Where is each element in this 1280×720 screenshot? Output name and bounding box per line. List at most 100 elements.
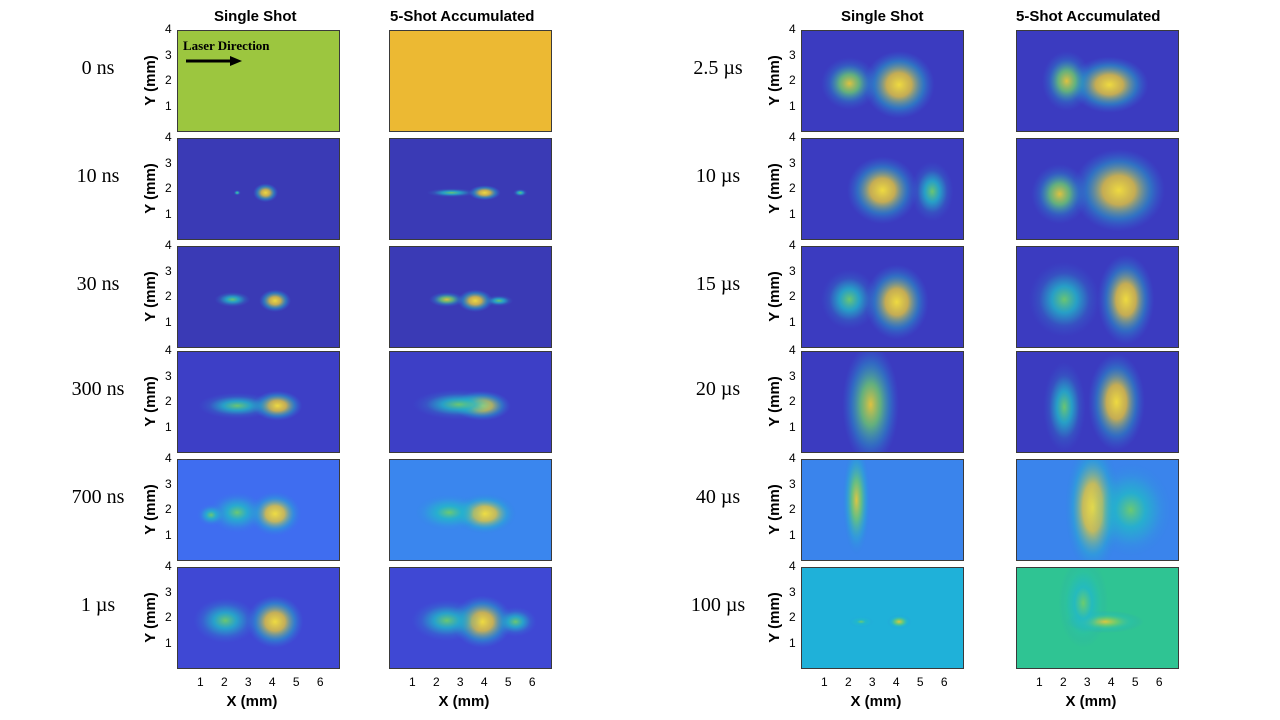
left-single-panel-2-svg — [178, 247, 339, 347]
left-time-label-0: 0 ns — [81, 57, 115, 79]
left-row-3-ytick: 3 — [165, 368, 172, 383]
left-single-xtick: 3 — [244, 675, 252, 689]
left-single-panel-2-background — [178, 247, 339, 347]
left-row-4-ytick: 2 — [165, 502, 172, 516]
laser-direction-label: Laser Direction — [183, 38, 270, 53]
right-accum-panel-5 — [1016, 567, 1179, 669]
left-accum-panel-2-plume-blob — [457, 289, 493, 312]
right-row-2-ytick: 2 — [789, 289, 796, 303]
right-single-panel-4-background — [802, 460, 963, 560]
left-accum-panel-3-svg — [390, 352, 551, 452]
right-row-5-ylabel: Y (mm) — [765, 592, 783, 643]
right-row-0-ytick: 3 — [789, 47, 796, 62]
right-row-0-ytick: 4 — [789, 22, 796, 36]
left-row-5-ytick: 4 — [165, 559, 172, 573]
left-accum-panel-3-plume-blob — [412, 389, 505, 420]
left-single-xlabel: X (mm) — [226, 693, 278, 710]
left-single-panel-1 — [177, 138, 340, 240]
left-single-panel-3-plume-blob — [198, 392, 277, 419]
right-accum-panel-5-plume-blob — [1058, 568, 1109, 648]
right-row-1-ytick: 3 — [789, 155, 796, 170]
left-row-0-ytick: 1 — [165, 98, 172, 113]
left-single-xtick: 2 — [220, 675, 228, 689]
left-row-1-ytick: 1 — [165, 206, 172, 221]
right-single-panel-5-svg — [802, 568, 963, 668]
left-single-panel-5-plume-blob — [193, 598, 258, 643]
right-accum-xtick: 1 — [1035, 675, 1043, 689]
left-accum-panel-2-svg — [390, 247, 551, 347]
right-single-panel-5-plume-blob — [886, 614, 912, 630]
left-row-3-ytick: 2 — [165, 394, 172, 408]
right-single-panel-3-svg — [802, 352, 963, 452]
left-accum-xtick: 1 — [408, 675, 416, 689]
right-row-1-ytick: 4 — [789, 130, 796, 144]
left-accum-xtick: 3 — [456, 675, 464, 689]
left-time-label-4: 700 ns — [71, 486, 125, 508]
right-accum-panel-4 — [1016, 459, 1179, 561]
left-single-panel-4-svg — [178, 460, 339, 560]
right-single-panel-2-plume-blob — [820, 269, 878, 330]
left-accum-panel-1-plume-blob — [426, 188, 477, 198]
left-accum-panel-4 — [389, 459, 552, 561]
right-single-xtick: 1 — [820, 675, 828, 689]
right-row-3-ytick: 3 — [789, 368, 796, 383]
right-row-2-ytick: 1 — [789, 314, 796, 329]
right-time-label-5: 100 µs — [690, 594, 746, 616]
left-row-3-ylabel: Y (mm) — [141, 376, 159, 427]
right-row-2-ytick: 3 — [789, 263, 796, 278]
left-row-5-ytick: 1 — [165, 635, 172, 650]
right-single-panel-1-plume-blob — [846, 156, 919, 224]
right-accum-panel-2-plume-blob — [1097, 254, 1155, 345]
left-single-xtick: 1 — [196, 675, 204, 689]
right-single-panel-1 — [801, 138, 964, 240]
right-accum-panel-4-svg — [1017, 460, 1178, 560]
right-accum-xtick: 6 — [1155, 675, 1163, 689]
right-row-0-ylabel: Y (mm) — [765, 55, 783, 106]
right-accum-panel-1-svg — [1017, 139, 1178, 239]
left-single-panel-0-svg — [178, 31, 339, 131]
left-accumulated-title: 5-Shot Accumulated — [390, 8, 535, 25]
left-row-2-ytick: 1 — [165, 314, 172, 329]
right-row-3-ylabel: Y (mm) — [765, 376, 783, 427]
left-single-panel-2-plume-blob — [259, 289, 292, 312]
right-single-panel-0-plume-blob — [820, 57, 878, 110]
right-accum-panel-1 — [1016, 138, 1179, 240]
right-single-panel-5-plume-blob — [848, 616, 874, 628]
right-accum-panel-3-svg — [1017, 352, 1178, 452]
left-single-shot-title: Single Shot — [214, 8, 297, 25]
left-row-0-ytick: 4 — [165, 22, 172, 36]
left-row-2-ytick: 3 — [165, 263, 172, 278]
right-row-5-ytick: 3 — [789, 584, 796, 599]
left-row-2-ytick: 4 — [165, 238, 172, 252]
right-row-0-ytick: 2 — [789, 73, 796, 87]
left-single-xtick: 6 — [316, 675, 324, 689]
left-single-panel-4 — [177, 459, 340, 561]
right-row-4-ytick: 2 — [789, 502, 796, 516]
left-single-panel-2 — [177, 246, 340, 348]
right-row-2-ylabel: Y (mm) — [765, 271, 783, 322]
left-row-1-ytick: 4 — [165, 130, 172, 144]
right-time-label-2: 15 µs — [695, 273, 741, 295]
left-single-panel-5-plume-blob — [246, 595, 304, 648]
left-row-0-ytick: 2 — [165, 73, 172, 87]
right-single-xtick: 6 — [940, 675, 948, 689]
right-accum-panel-1-plume-blob — [1072, 149, 1165, 232]
left-accum-panel-1-plume-blob — [468, 185, 501, 201]
right-row-3-ytick: 2 — [789, 394, 796, 408]
right-row-3-ytick: 4 — [789, 343, 796, 357]
left-accum-panel-5-svg — [390, 568, 551, 668]
right-accum-xlabel: X (mm) — [1065, 693, 1117, 710]
left-single-panel-0-background — [178, 31, 339, 131]
left-accum-xtick: 6 — [528, 675, 536, 689]
left-accum-panel-2-plume-blob — [429, 292, 465, 307]
right-row-4-ytick: 4 — [789, 451, 796, 465]
right-accum-panel-0-svg — [1017, 31, 1178, 131]
right-row-4-ytick: 3 — [789, 476, 796, 491]
left-accum-panel-1-plume-blob — [513, 189, 528, 197]
right-accum-panel-3 — [1016, 351, 1179, 453]
right-single-panel-5-background — [802, 568, 963, 668]
left-accum-panel-4-svg — [390, 460, 551, 560]
right-single-panel-4-plume-blob — [842, 460, 871, 557]
left-row-3-ytick: 1 — [165, 419, 172, 434]
left-single-panel-5-svg — [178, 568, 339, 668]
